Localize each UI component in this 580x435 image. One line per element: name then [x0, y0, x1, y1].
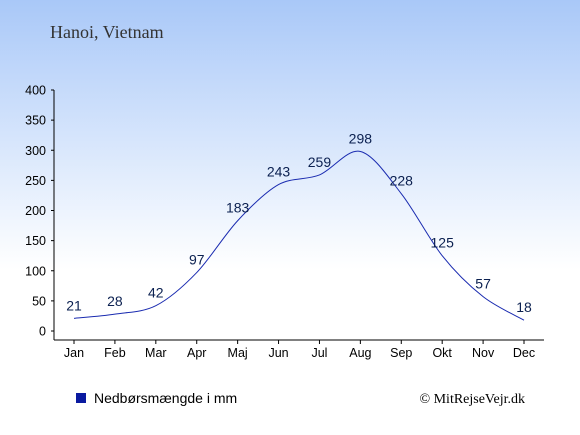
data-label: 298 — [349, 130, 373, 146]
x-tick-label: Dec — [513, 346, 535, 360]
data-label: 125 — [431, 235, 455, 251]
x-tick-label: Aug — [349, 346, 371, 360]
data-label: 243 — [267, 164, 291, 180]
y-tick-label: 100 — [25, 264, 46, 278]
x-tick-label: Sep — [390, 346, 412, 360]
data-label: 57 — [475, 276, 491, 292]
x-tick-label: Mar — [145, 346, 167, 360]
x-tick-label: Jan — [64, 346, 84, 360]
data-label: 42 — [148, 285, 164, 301]
credit-text: © MitRejseVejr.dk — [419, 392, 525, 407]
y-tick-label: 50 — [32, 294, 46, 308]
y-tick-label: 350 — [25, 114, 46, 128]
data-labels: 21 28 42 97 183 243 259 298 228 125 57 18 — [66, 130, 532, 315]
x-tick-label: Jul — [311, 346, 327, 360]
y-tick-label: 400 — [25, 84, 46, 98]
data-label: 259 — [308, 154, 332, 170]
x-tick-label: Nov — [472, 346, 495, 360]
data-label: 21 — [66, 297, 82, 313]
x-tick-label: Jun — [268, 346, 288, 360]
precipitation-line — [73, 150, 525, 321]
x-tick-label: Maj — [228, 346, 248, 360]
chart-title: Hanoi, Vietnam — [50, 22, 164, 42]
y-tick-label: 150 — [25, 234, 46, 248]
x-tick-label: Apr — [187, 346, 206, 360]
data-label: 97 — [189, 252, 205, 268]
series-group — [73, 150, 525, 321]
data-label: 28 — [107, 293, 123, 309]
y-tick-label: 0 — [39, 325, 46, 339]
legend-marker — [76, 393, 86, 403]
x-tick-label: Okt — [432, 346, 452, 360]
y-tick-label: 200 — [25, 204, 46, 218]
axes: 0 50 100 150 200 250 300 350 400 Jan Feb Mar Apr Maj J… — [25, 84, 544, 360]
data-label: 228 — [390, 173, 414, 189]
legend: Nedbørsmængde i mm — [76, 390, 237, 406]
data-label: 183 — [226, 200, 250, 216]
y-tick-label: 250 — [25, 174, 46, 188]
data-label: 18 — [516, 299, 532, 315]
y-tick-label: 300 — [25, 144, 46, 158]
x-tick-label: Feb — [104, 346, 126, 360]
legend-label: Nedbørsmængde i mm — [94, 390, 237, 406]
